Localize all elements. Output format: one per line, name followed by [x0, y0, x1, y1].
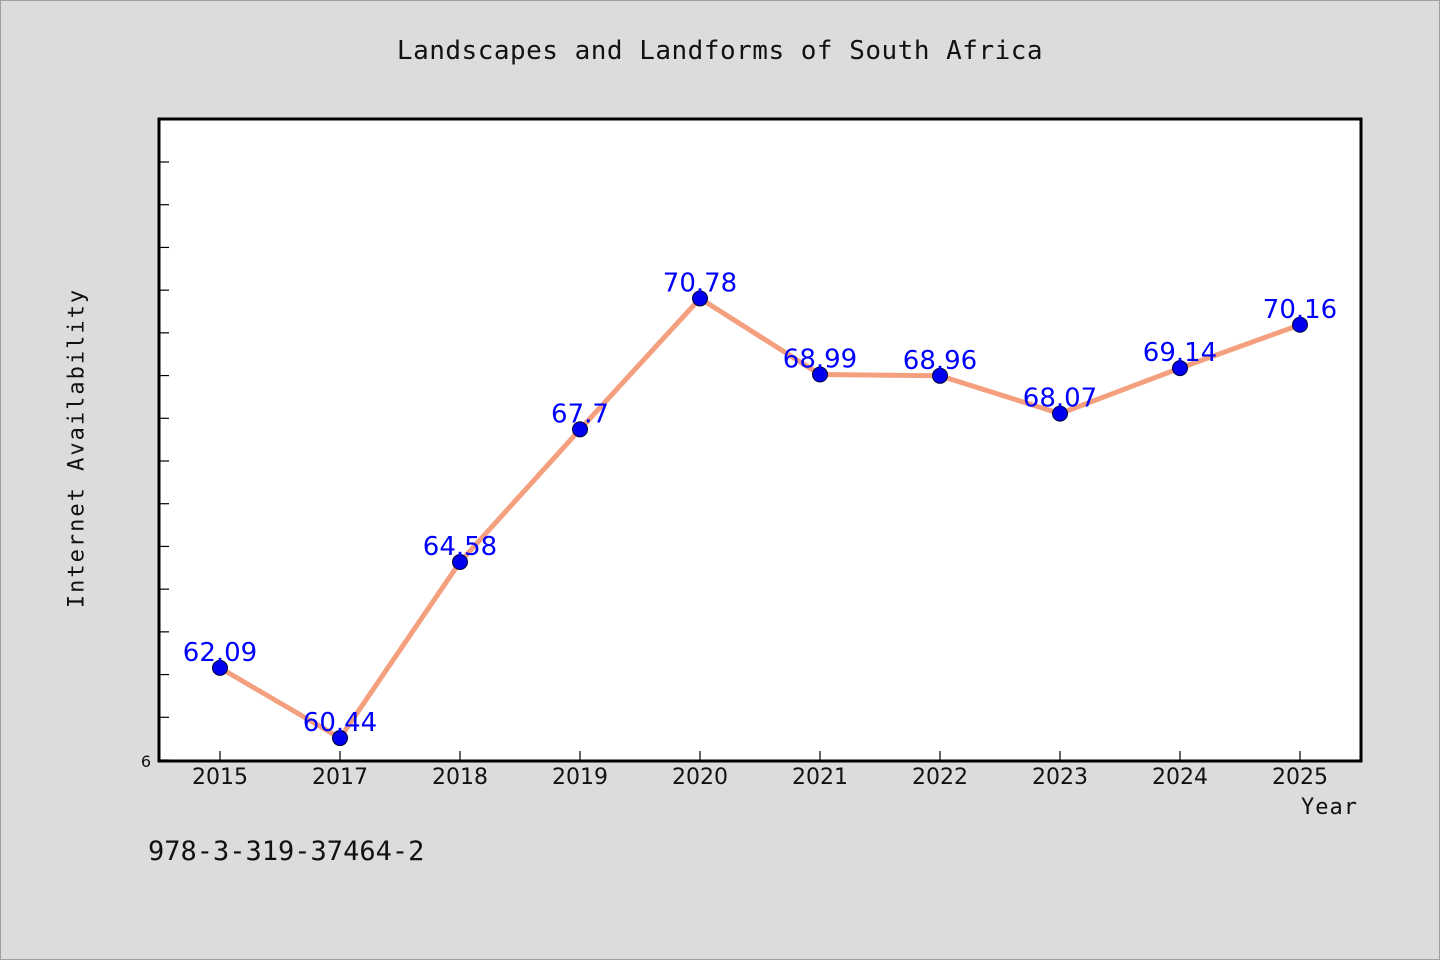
- data-point: [1052, 405, 1068, 422]
- series-line: [217, 295, 1303, 741]
- data-labels: 62.09 60.44 64.58 67.7 70.78 68.99 68.96 68.07 6…: [183, 268, 1337, 738]
- plot-area: [157, 117, 1363, 763]
- y-axis-ticks: 6: [141, 161, 169, 771]
- x-tick-label: 2025: [1272, 765, 1328, 790]
- data-label: 68.96: [903, 346, 977, 376]
- data-label: 60.44: [303, 708, 377, 738]
- data-label: 70.16: [1263, 295, 1337, 325]
- data-label: 68.99: [783, 345, 857, 375]
- isbn-caption: 978-3-319-37464-2: [148, 836, 425, 867]
- data-label: 68.07: [1023, 384, 1097, 414]
- data-label: 70.78: [663, 268, 737, 298]
- data-point: [932, 367, 948, 384]
- data-label: 62.09: [183, 638, 257, 668]
- data-point: [1172, 360, 1188, 377]
- data-label: 67.7: [551, 399, 609, 429]
- series-layer: [212, 290, 1308, 747]
- chart-title: Landscapes and Landforms of South Africa: [396, 36, 1044, 66]
- data-point: [452, 554, 468, 571]
- x-tick-label: 2015: [192, 765, 248, 790]
- x-tick-label: 2020: [672, 765, 728, 790]
- x-tick-label: 2017: [312, 765, 368, 790]
- x-tick-label: 2019: [552, 765, 608, 790]
- y-tick-label: 6: [141, 752, 151, 771]
- data-point: [212, 659, 228, 676]
- x-tick-label: 2021: [792, 765, 848, 790]
- x-axis-label: Year: [1301, 795, 1358, 820]
- data-label: 69.14: [1143, 338, 1217, 368]
- data-point: [332, 730, 348, 747]
- data-point: [1292, 316, 1308, 333]
- data-point: [692, 290, 708, 307]
- data-point: [812, 366, 828, 383]
- x-tick-label: 2023: [1032, 765, 1088, 790]
- data-label: 64.58: [423, 532, 497, 562]
- data-point: [572, 421, 588, 438]
- x-axis-ticks: 2015 2017 2018 2019 2020 2021 2022 2023 2024 2025: [192, 751, 1328, 790]
- x-tick-label: 2018: [432, 765, 488, 790]
- x-tick-label: 2022: [912, 765, 968, 790]
- x-tick-label: 2024: [1152, 765, 1208, 790]
